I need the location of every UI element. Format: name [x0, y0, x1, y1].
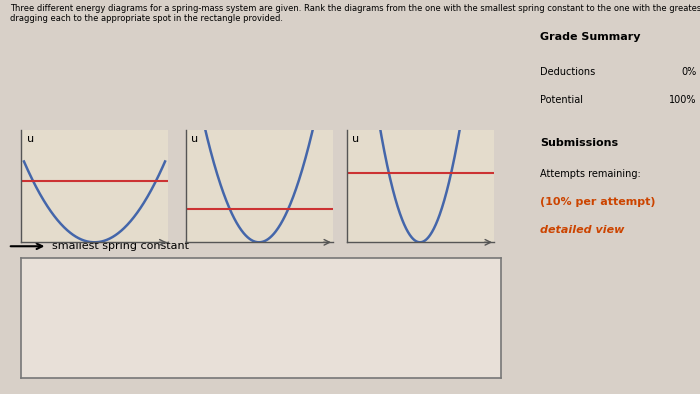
Text: 100%: 100% [669, 95, 696, 104]
Text: u: u [191, 134, 199, 144]
Text: (10% per attempt): (10% per attempt) [540, 197, 656, 207]
Text: detailed view: detailed view [540, 225, 625, 234]
Text: Attempts remaining:: Attempts remaining: [540, 169, 641, 179]
Text: u: u [352, 134, 360, 144]
Text: Grade Summary: Grade Summary [540, 32, 641, 41]
Text: Three different energy diagrams for a spring-mass system are given. Rank the dia: Three different energy diagrams for a sp… [10, 4, 700, 23]
Text: Potential: Potential [540, 95, 583, 104]
Text: Submissions: Submissions [540, 138, 619, 148]
Text: 0%: 0% [681, 67, 696, 77]
Text: smallest spring constant: smallest spring constant [52, 241, 190, 251]
Text: u: u [27, 134, 34, 144]
Text: Deductions: Deductions [540, 67, 596, 77]
Text: largest spring constant: largest spring constant [302, 361, 430, 372]
